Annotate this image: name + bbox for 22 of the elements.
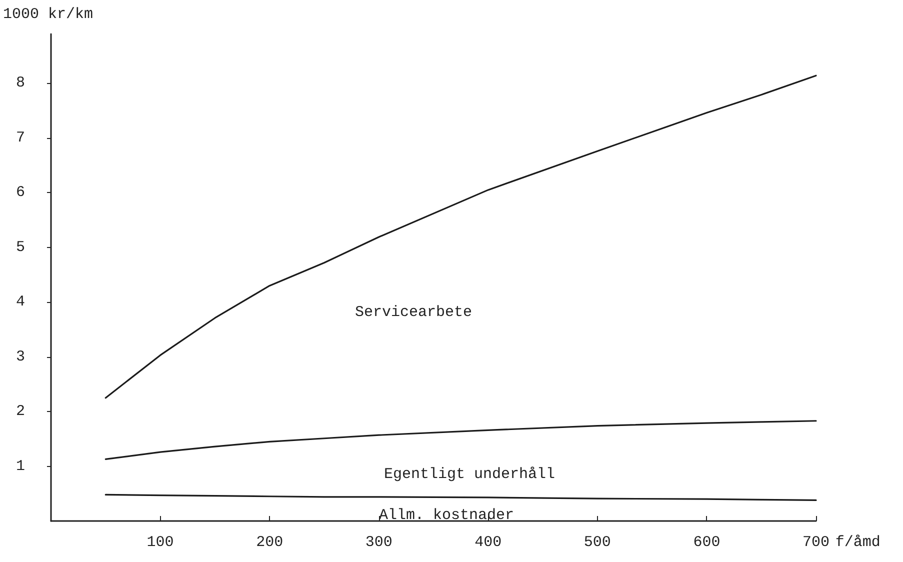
x-tick-label: 400 <box>474 534 502 551</box>
y-tick-label: 4 <box>16 294 25 311</box>
y-tick-label: 5 <box>16 238 25 256</box>
line-series <box>104 74 817 399</box>
x-axis-title: f/åmd <box>835 534 880 551</box>
y-tick-label: 3 <box>16 348 25 366</box>
y-tick-label: 7 <box>16 129 25 146</box>
y-tick-label: 1 <box>16 458 25 475</box>
x-tick-label: 300 <box>365 534 392 551</box>
x-tick-label: 500 <box>584 534 611 551</box>
y-tick-label: 8 <box>16 74 25 92</box>
y-tick-label: 6 <box>16 184 25 202</box>
y-tick-label: 2 <box>16 403 25 420</box>
x-tick-label: 200 <box>256 534 284 551</box>
x-tick-label: 100 <box>146 534 174 551</box>
annotation: Allm. kostnader <box>379 507 514 524</box>
annotation: Servicearbete <box>355 304 472 321</box>
line-series <box>104 420 817 460</box>
x-tick-label: 700 <box>802 534 830 551</box>
y-axis-title: 1000 kr/km <box>3 6 94 23</box>
annotation: Egentligt underhåll <box>384 466 556 483</box>
x-tick-label: 600 <box>693 534 720 551</box>
